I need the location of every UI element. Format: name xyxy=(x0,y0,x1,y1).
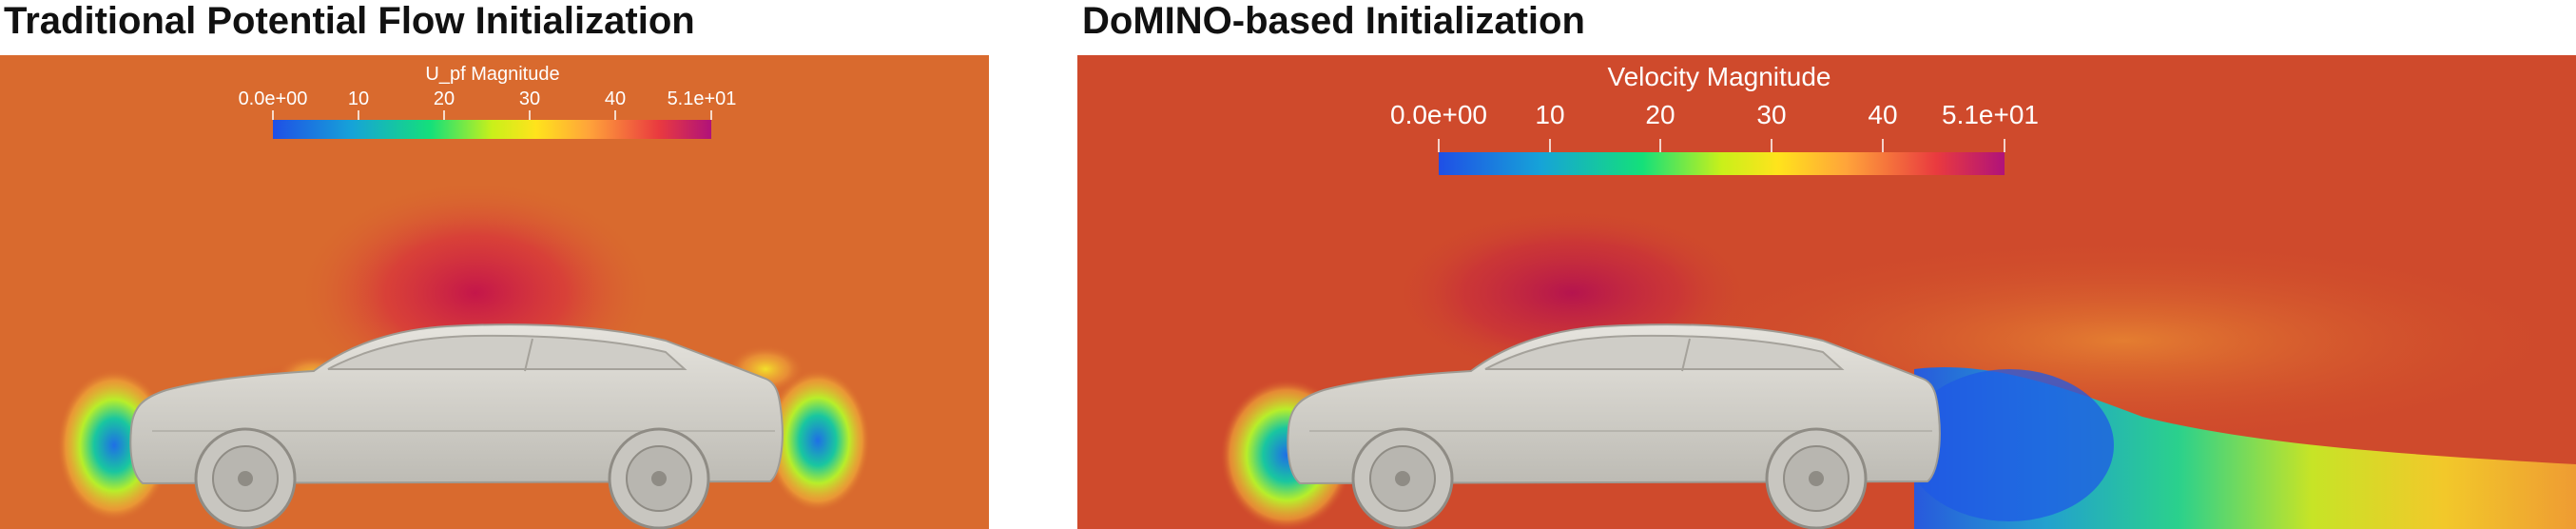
colorbar-title: Velocity Magnitude xyxy=(1607,62,1830,91)
left-flow-visualization: U_pf Magnitude 0.0e+00 10 20 30 40 5.1e+… xyxy=(0,55,989,529)
car-model xyxy=(1287,323,1941,529)
colorbar-tick: 0.0e+00 xyxy=(1390,100,1487,129)
colorbar-tick: 20 xyxy=(1645,100,1675,129)
colorbar-tick: 20 xyxy=(434,88,455,109)
left-colorbar: U_pf Magnitude 0.0e+00 10 20 30 40 5.1e+… xyxy=(239,64,737,139)
colorbar-tick: 30 xyxy=(1756,100,1786,129)
colorbar-tick: 10 xyxy=(348,88,369,109)
car-model xyxy=(129,323,784,529)
right-flow-field: Velocity Magnitude 0.0e+00 10 20 30 40 5… xyxy=(1077,55,2576,529)
right-panel-title: DoMINO-based Initialization xyxy=(1082,0,1585,42)
colorbar-tick: 40 xyxy=(605,88,626,109)
colorbar-gradient xyxy=(273,120,711,139)
colorbar-gradient xyxy=(1439,152,2005,175)
left-panel-title: Traditional Potential Flow Initializatio… xyxy=(4,0,695,42)
colorbar-tick: 30 xyxy=(519,88,540,109)
right-flow-visualization: Velocity Magnitude 0.0e+00 10 20 30 40 5… xyxy=(1077,55,2576,529)
colorbar-title: U_pf Magnitude xyxy=(425,64,559,85)
colorbar-tick: 0.0e+00 xyxy=(239,88,308,109)
right-colorbar: Velocity Magnitude 0.0e+00 10 20 30 40 5… xyxy=(1390,62,2039,175)
rear-stagnation-region xyxy=(765,369,870,512)
colorbar-tick: 5.1e+01 xyxy=(1942,100,2039,129)
colorbar-tick: 40 xyxy=(1868,100,1897,129)
colorbar-tick: 10 xyxy=(1535,100,1564,129)
colorbar-tick: 5.1e+01 xyxy=(668,88,737,109)
left-flow-field: U_pf Magnitude 0.0e+00 10 20 30 40 5.1e+… xyxy=(0,55,989,529)
